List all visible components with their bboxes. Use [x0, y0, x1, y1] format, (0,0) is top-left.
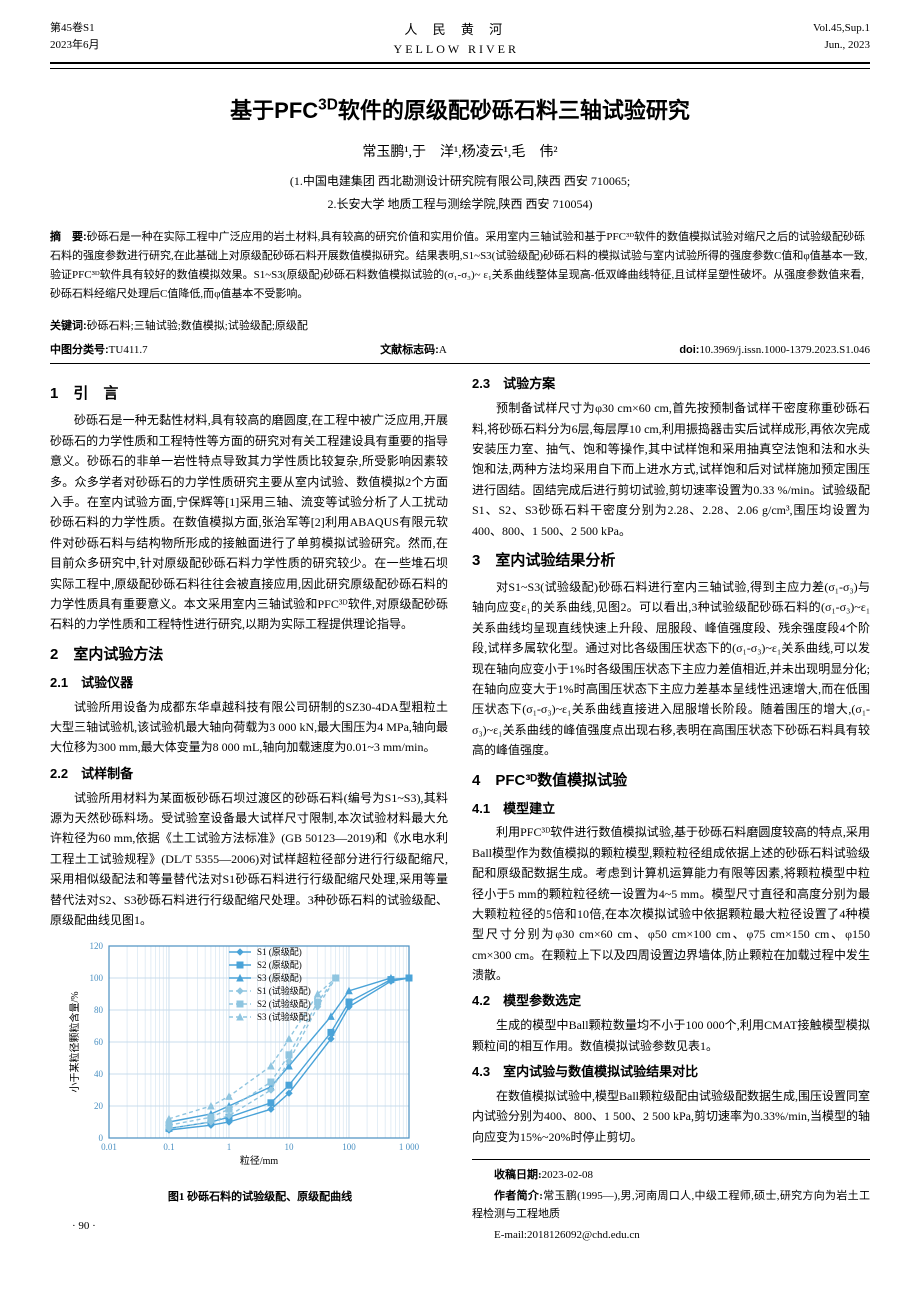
keywords-text: 砂砾石料;三轴试验;数值模拟;试验级配;原级配 [87, 320, 308, 332]
author-email: E-mail:2018126092@chd.edu.cn [472, 1226, 870, 1245]
clc: 中图分类号:TU411.7 [50, 342, 148, 360]
section-4-2-para: 生成的模型中Ball颗粒数量均不小于100 000个,利用CMAT接触模型模拟颗… [472, 1015, 870, 1056]
abstract-label: 摘 要: [50, 231, 87, 243]
figure-1-chart: 0204060801001200.010.11101001 000粒径/mm小于… [64, 938, 434, 1178]
abstract-text: 砂砾石是一种在实际工程中广泛应用的岩土材料,具有较高的研究价值和实用价值。采用室… [50, 231, 867, 299]
svg-text:0.01: 0.01 [101, 1142, 117, 1152]
svg-text:1 000: 1 000 [399, 1142, 420, 1152]
date-cn: 2023年6月 [50, 37, 100, 54]
doc-code: 文献标志码:A [380, 342, 447, 360]
svg-text:40: 40 [94, 1069, 104, 1079]
section-2-2-title: 2.2 试样制备 [50, 764, 448, 785]
svg-text:0.1: 0.1 [163, 1142, 174, 1152]
received-date: 收稿日期:2023-02-08 [472, 1166, 870, 1185]
affiliation-1: (1.中国电建集团 西北勘测设计研究院有限公司,陕西 西安 710065; [50, 172, 870, 191]
svg-text:10: 10 [285, 1142, 295, 1152]
svg-text:120: 120 [90, 941, 104, 951]
svg-text:粒径/mm: 粒径/mm [240, 1154, 279, 1167]
doi: doi:10.3969/j.issn.1000-1379.2023.S1.046 [679, 342, 870, 360]
keywords: 关键词:砂砾石料;三轴试验;数值模拟;试验级配;原级配 [50, 317, 870, 336]
page-number: · 90 · [50, 1217, 448, 1236]
abstract: 摘 要:砂砾石是一种在实际工程中广泛应用的岩土材料,具有较高的研究价值和实用价值… [50, 228, 870, 303]
svg-text:100: 100 [90, 973, 104, 983]
header-right: Vol.45,Sup.1 Jun., 2023 [813, 20, 870, 58]
section-2-2-para: 试验所用材料为某面板砂砾石坝过渡区的砂砾石料(编号为S1~S3),其料源为天然砂… [50, 788, 448, 931]
classification-row: 中图分类号:TU411.7 文献标志码:A doi:10.3969/j.issn… [50, 342, 870, 365]
svg-text:S3 (试验级配): S3 (试验级配) [257, 1011, 311, 1022]
svg-text:100: 100 [342, 1142, 356, 1152]
affiliation-2: 2.长安大学 地质工程与测绘学院,陕西 西安 710054) [50, 195, 870, 214]
section-3-title: 3 室内试验结果分析 [472, 549, 870, 573]
journal-name-en: YELLOW RIVER [394, 40, 519, 58]
section-2-3-title: 2.3 试验方案 [472, 374, 870, 395]
date-en: Jun., 2023 [813, 37, 870, 54]
author-bio: 作者简介:常玉鹏(1995—),男,河南周口人,中级工程师,硕士,研究方向为岩土… [472, 1187, 870, 1224]
volume-cn: 第45卷S1 [50, 20, 100, 37]
keywords-label: 关键词: [50, 320, 87, 332]
journal-name-cn: 人 民 黄 河 [394, 20, 519, 40]
section-3-para: 对S1~S3(试验级配)砂砾石料进行室内三轴试验,得到主应力差(σ₁-σ₃)与轴… [472, 577, 870, 761]
svg-text:S1 (原级配): S1 (原级配) [257, 946, 302, 957]
svg-text:S3 (原级配): S3 (原级配) [257, 972, 302, 983]
svg-text:S2 (原级配): S2 (原级配) [257, 959, 302, 970]
svg-text:S1 (试验级配): S1 (试验级配) [257, 985, 311, 996]
svg-text:小于某粒径颗粒含量/%: 小于某粒径颗粒含量/% [68, 992, 81, 1093]
body-columns: 1 引 言 砂砾石是一种无黏性材料,具有较高的磨圆度,在工程中被广泛应用,开展砂… [50, 374, 870, 1244]
section-2-3-para: 预制备试样尺寸为φ30 cm×60 cm,首先按预制备试样干密度称重砂砾石料,将… [472, 398, 870, 541]
svg-text:80: 80 [94, 1005, 104, 1015]
svg-text:20: 20 [94, 1101, 104, 1111]
figure-1-caption: 图1 砂砾石料的试验级配、原级配曲线 [50, 1188, 448, 1207]
svg-text:S2 (试验级配): S2 (试验级配) [257, 998, 311, 1009]
volume-en: Vol.45,Sup.1 [813, 20, 870, 37]
header-rule [50, 68, 870, 69]
section-4-1-title: 4.1 模型建立 [472, 799, 870, 820]
header-left: 第45卷S1 2023年6月 [50, 20, 100, 58]
footnotes: 收稿日期:2023-02-08 作者简介:常玉鹏(1995—),男,河南周口人,… [472, 1159, 870, 1245]
section-2-1-title: 2.1 试验仪器 [50, 673, 448, 694]
figure-1: 0204060801001200.010.11101001 000粒径/mm小于… [50, 938, 448, 1207]
section-1-title: 1 引 言 [50, 382, 448, 406]
authors: 常玉鹏¹,于 洋¹,杨凌云¹,毛 伟² [50, 142, 870, 164]
svg-text:1: 1 [227, 1142, 232, 1152]
svg-text:60: 60 [94, 1037, 104, 1047]
section-4-1-para: 利用PFC³ᴰ软件进行数值模拟试验,基于砂砾石料磨圆度较高的特点,采用Ball模… [472, 822, 870, 985]
header-center: 人 民 黄 河 YELLOW RIVER [394, 20, 519, 58]
section-2-1-para: 试验所用设备为成都东华卓越科技有限公司研制的SZ30-4DA型粗粒土大型三轴试验… [50, 697, 448, 758]
page-header: 第45卷S1 2023年6月 人 民 黄 河 YELLOW RIVER Vol.… [50, 20, 870, 64]
section-4-3-title: 4.3 室内试验与数值模拟试验结果对比 [472, 1062, 870, 1083]
section-2-title: 2 室内试验方法 [50, 643, 448, 667]
section-4-2-title: 4.2 模型参数选定 [472, 991, 870, 1012]
section-1-para: 砂砾石是一种无黏性材料,具有较高的磨圆度,在工程中被广泛应用,开展砂砾石的力学性… [50, 410, 448, 634]
section-4-title: 4 PFC³ᴰ数值模拟试验 [472, 769, 870, 793]
paper-title: 基于PFC3D软件的原级配砂砾石料三轴试验研究 [50, 93, 870, 128]
section-4-3-para: 在数值模拟试验中,模型Ball颗粒级配由试验级配数据生成,围压设置同室内试验分别… [472, 1086, 870, 1147]
